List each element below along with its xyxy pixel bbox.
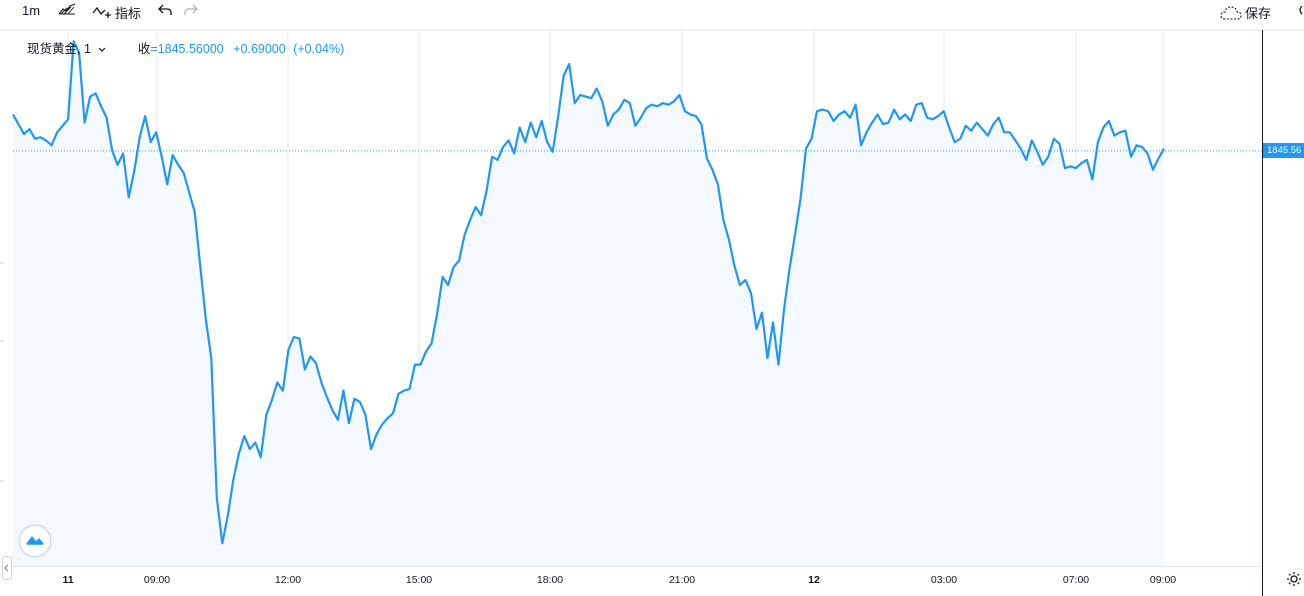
x-tick-label: 12 — [808, 574, 820, 586]
gear-icon — [1286, 572, 1302, 591]
x-tick-label: 09:00 — [144, 574, 170, 586]
area-fill — [13, 41, 1164, 566]
last-price-tag: 1845.56 — [1263, 143, 1304, 159]
logo-icon — [25, 532, 45, 550]
chart-style-button[interactable] — [58, 3, 76, 15]
interval-label: 1m — [22, 3, 41, 18]
x-tick-label: 11 — [62, 574, 73, 586]
redo-button[interactable] — [184, 4, 198, 16]
close-value: =1845.56000 — [150, 42, 224, 56]
undo-icon — [158, 4, 172, 16]
x-tick-label: 12:00 — [275, 574, 301, 586]
close-label: 收 — [137, 42, 151, 56]
x-tick-label: 07:00 — [1063, 574, 1089, 586]
price-line — [12, 40, 1165, 545]
change-value: +0.69000 — [233, 42, 286, 56]
chevron-icon — [1296, 5, 1304, 15]
chevron-down-icon[interactable] — [98, 42, 106, 56]
candles-icon — [58, 3, 76, 15]
save-label: 保存 — [1245, 6, 1272, 21]
tradingview-logo[interactable] — [20, 526, 50, 556]
more-menu-button[interactable] — [1296, 5, 1304, 15]
x-tick-label: 21:00 — [669, 574, 695, 586]
interval-button[interactable]: 1m — [22, 3, 40, 18]
undo-button[interactable] — [158, 4, 172, 16]
symbol-label[interactable]: 现货黄金, 1 — [27, 42, 91, 56]
indicators-icon — [92, 6, 112, 20]
indicators-button[interactable]: 指标 — [92, 3, 141, 22]
x-tick-label: 18:00 — [537, 574, 563, 586]
collapse-handle[interactable] — [2, 556, 12, 580]
settings-button[interactable] — [1286, 571, 1302, 592]
save-button[interactable]: 保存 — [1220, 3, 1271, 22]
redo-icon — [184, 4, 198, 16]
indicators-label: 指标 — [115, 6, 142, 21]
chart-legend: 现货黄金, 1 收=1845.56000 +0.69000 (+0.04%) — [27, 38, 344, 57]
x-tick-label: 03:00 — [931, 574, 957, 586]
x-tick-label: 09:00 — [1150, 574, 1176, 586]
change-percent: (+0.04%) — [293, 42, 345, 56]
top-toolbar: 1m 指标 保存 — [0, 0, 1304, 22]
chevron-left-icon — [3, 564, 11, 583]
time-axis: 11 09:00 12:00 15:00 18:00 21:00 12 03:00 07:00 0… — [62, 574, 1176, 586]
x-tick-label: 15:00 — [406, 574, 432, 586]
